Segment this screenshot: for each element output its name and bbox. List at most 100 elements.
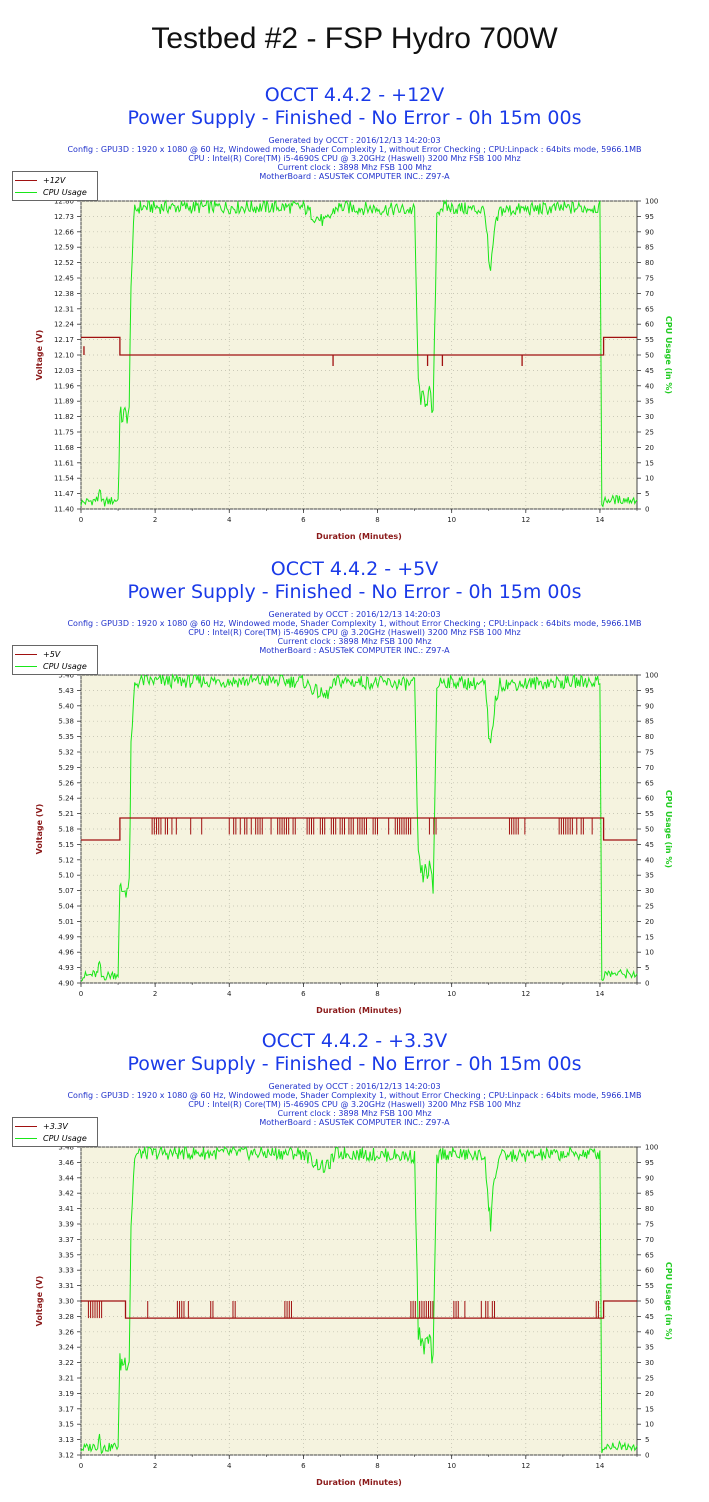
x-tick-label: 8: [375, 1462, 379, 1470]
legend-item-cpu: CPU Usage: [15, 660, 87, 672]
y2-tick-label: 30: [645, 887, 654, 895]
y-tick-label: 12.03: [54, 367, 74, 375]
chart-svg: 3.48 3.46 3.44 3.42 3.41 3.39 3.37 3.35 3.33 3.31…: [35, 1144, 673, 1488]
y2-tick-label: 15: [645, 1405, 654, 1413]
y-tick-label: 11.40: [54, 506, 74, 514]
x-tick-label: 12: [521, 516, 530, 524]
y2-tick-label: 75: [645, 749, 654, 757]
y-tick-label: 5.10: [58, 872, 74, 880]
y2-tick-label: 100: [645, 1144, 658, 1152]
y-tick-label: 12.10: [54, 352, 74, 360]
info-generated: Generated by OCCT : 2016/12/13 14:20:03: [268, 610, 441, 619]
y2-tick-label: 45: [645, 1313, 654, 1321]
legend-line-cpu: [15, 665, 37, 667]
y-tick-label: 3.24: [58, 1344, 74, 1352]
y2-tick-label: 95: [645, 687, 654, 695]
y2-tick-label: 85: [645, 1190, 654, 1198]
legend-item-voltage: +12V: [15, 174, 65, 186]
y2-tick-label: 80: [645, 1205, 654, 1213]
y-tick-label: 5.15: [58, 841, 74, 849]
chart-title: OCCT 4.4.2 - +12V: [264, 84, 445, 106]
y2-tick-label: 90: [645, 702, 654, 710]
series-cpu-usage-line: [80, 673, 638, 982]
x-tick-label: 6: [301, 990, 306, 998]
y2-axis-label: CPU Usage (in %): [664, 1262, 673, 1340]
y-tick-label: 5.43: [58, 687, 74, 695]
y-tick-label: 12.52: [54, 259, 74, 267]
y2-tick-label: 15: [645, 933, 654, 941]
info-config: Config : GPU3D : 1920 x 1080 @ 60 Hz, Wi…: [67, 619, 642, 628]
y-tick-label: 3.12: [58, 1452, 74, 1460]
y2-tick-label: 95: [645, 213, 654, 221]
x-tick-label: 10: [447, 1462, 456, 1470]
y-tick-label: 3.42: [58, 1190, 74, 1198]
y-tick-label: 12.73: [54, 213, 74, 221]
info-cpu: CPU : Intel(R) Core(TM) i5-4690S CPU @ 3…: [188, 1100, 521, 1109]
y2-tick-label: 5: [645, 1436, 649, 1444]
y-tick-label: 5.38: [58, 718, 74, 726]
y-tick-label: 3.30: [58, 1298, 74, 1306]
x-tick-label: 14: [595, 990, 604, 998]
y-tick-label: 5.29: [58, 764, 74, 772]
y-tick-label: 3.37: [58, 1236, 74, 1244]
y-tick-label: 5.21: [58, 810, 74, 818]
chart-title: OCCT 4.4.2 - +3.3V: [261, 1030, 448, 1052]
y2-tick-label: 10: [645, 1421, 654, 1429]
info-clock: Current clock : 3898 Mhz FSB 100 Mhz: [277, 637, 432, 646]
info-clock: Current clock : 3898 Mhz FSB 100 Mhz: [277, 163, 432, 172]
x-tick-label: 2: [153, 516, 157, 524]
y2-tick-label: 95: [645, 1159, 654, 1167]
x-tick-label: 12: [521, 990, 530, 998]
y-tick-label: 3.41: [58, 1205, 74, 1213]
legend-line-cpu: [15, 1137, 37, 1139]
y-tick-label: 11.89: [54, 398, 74, 406]
y-tick-label: 5.07: [58, 887, 74, 895]
x-tick-label: 10: [447, 516, 456, 524]
y-tick-label: 4.90: [58, 980, 74, 988]
y-axis-label: Voltage (V): [35, 804, 44, 855]
x-tick-label: 14: [595, 1462, 604, 1470]
y-tick-label: 12.38: [54, 290, 74, 298]
y2-tick-label: 65: [645, 1251, 654, 1259]
x-tick-label: 10: [447, 990, 456, 998]
y2-axis-label: CPU Usage (in %): [664, 790, 673, 868]
y2-tick-label: 85: [645, 244, 654, 252]
y2-tick-label: 45: [645, 367, 654, 375]
y-tick-label: 3.26: [58, 1328, 74, 1336]
y2-tick-label: 55: [645, 810, 654, 818]
y2-tick-label: 5: [645, 490, 649, 498]
series-voltage-line: [81, 336, 637, 356]
y2-tick-label: 75: [645, 275, 654, 283]
y2-tick-label: 80: [645, 259, 654, 267]
chart-subtitle: Power Supply - Finished - No Error - 0h …: [127, 1053, 582, 1075]
y-tick-label: 5.12: [58, 856, 74, 864]
x-tick-label: 2: [153, 1462, 157, 1470]
info-cpu: CPU : Intel(R) Core(TM) i5-4690S CPU @ 3…: [188, 628, 521, 637]
y2-tick-label: 20: [645, 1390, 654, 1398]
y-tick-label: 5.04: [58, 903, 74, 911]
legend-line-voltage: [15, 653, 37, 655]
info-config: Config : GPU3D : 1920 x 1080 @ 60 Hz, Wi…: [67, 1091, 642, 1100]
info-clock: Current clock : 3898 Mhz FSB 100 Mhz: [277, 1109, 432, 1118]
y2-tick-label: 55: [645, 336, 654, 344]
y-tick-label: 11.68: [54, 444, 74, 452]
chart-svg: 5.46 5.43 5.40 5.38 5.35 5.32 5.29 5.26 5.24 5.21…: [35, 672, 673, 1016]
y2-tick-label: 60: [645, 321, 654, 329]
y-tick-label: 5.24: [58, 795, 74, 803]
y-tick-label: 3.44: [58, 1174, 74, 1182]
info-cpu: CPU : Intel(R) Core(TM) i5-4690S CPU @ 3…: [188, 154, 521, 163]
y-tick-label: 12.31: [54, 305, 74, 313]
y2-tick-label: 10: [645, 475, 654, 483]
info-config: Config : GPU3D : 1920 x 1080 @ 60 Hz, Wi…: [67, 145, 642, 154]
info-motherboard: MotherBoard : ASUSTeK COMPUTER INC.: Z97…: [259, 1118, 450, 1127]
y2-tick-label: 35: [645, 398, 654, 406]
y2-tick-label: 25: [645, 1375, 654, 1383]
x-axis-label: Duration (Minutes): [316, 1478, 402, 1487]
x-tick-label: 4: [227, 516, 232, 524]
x-tick-label: 4: [227, 990, 232, 998]
legend-label-cpu: CPU Usage: [43, 187, 87, 197]
chart-panel-12v: OCCT 4.4.2 - +12V Power Supply - Finishe…: [0, 84, 709, 556]
chart-title: OCCT 4.4.2 - +5V: [270, 558, 439, 580]
info-motherboard: MotherBoard : ASUSTeK COMPUTER INC.: Z97…: [259, 172, 450, 181]
y-tick-label: 3.46: [58, 1159, 74, 1167]
